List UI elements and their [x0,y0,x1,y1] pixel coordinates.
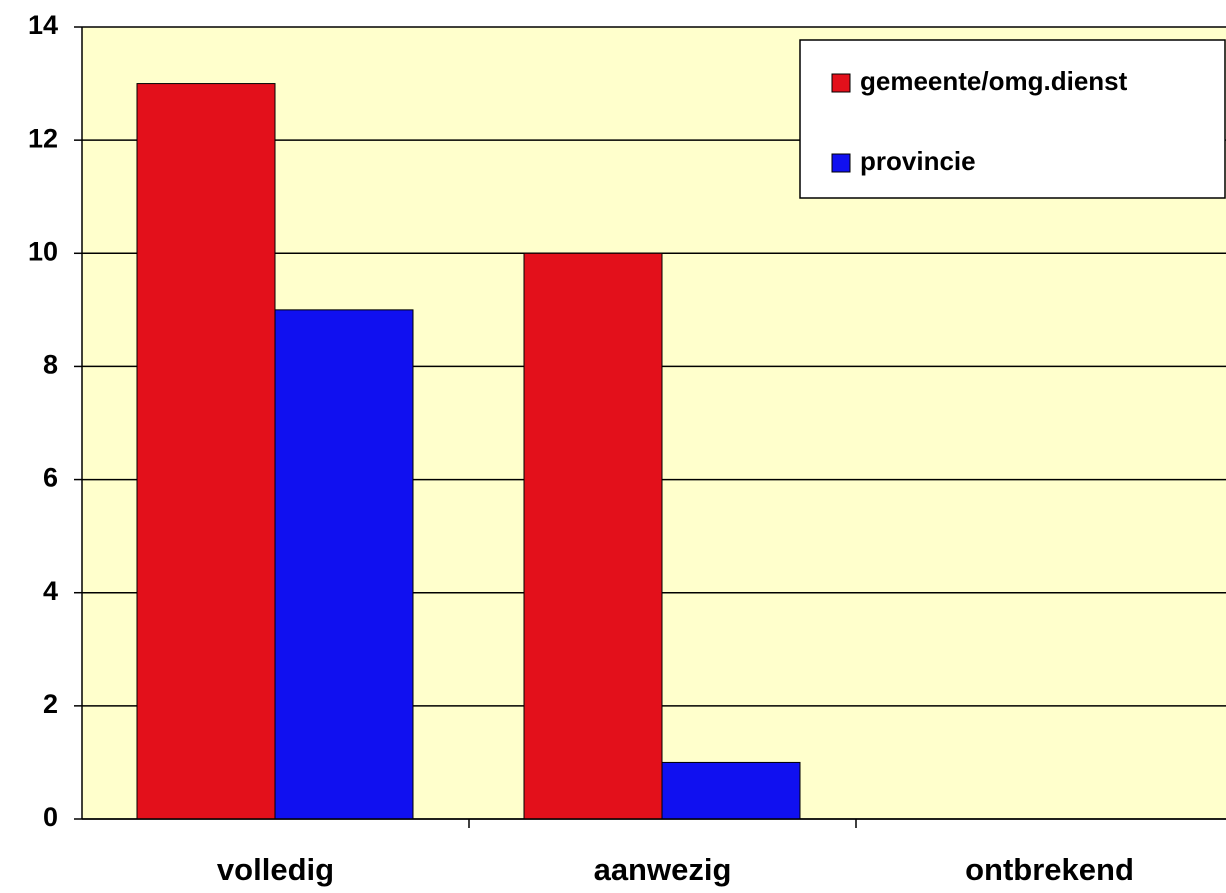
x-tick-label: ontbrekend [965,852,1134,887]
y-tick-label: 8 [43,350,58,380]
x-tick-label: volledig [217,852,334,887]
legend-swatch [831,153,851,173]
bar [661,761,801,820]
y-tick-label: 10 [28,236,58,266]
y-tick-label: 14 [28,10,58,40]
y-tick-label: 6 [43,463,58,493]
legend-box [799,39,1226,199]
x-tick-label: aanwezig [594,852,732,887]
y-tick-label: 12 [28,123,58,153]
y-tick-label: 4 [43,576,58,606]
bar [274,309,414,820]
bar [136,83,276,820]
y-tick-label: 2 [43,689,58,719]
y-tick-label: 0 [43,802,58,832]
legend-label: gemeente/omg.dienst [860,66,1128,96]
legend-label: provincie [860,146,976,176]
legend-swatch [831,73,851,93]
bar [523,252,663,820]
